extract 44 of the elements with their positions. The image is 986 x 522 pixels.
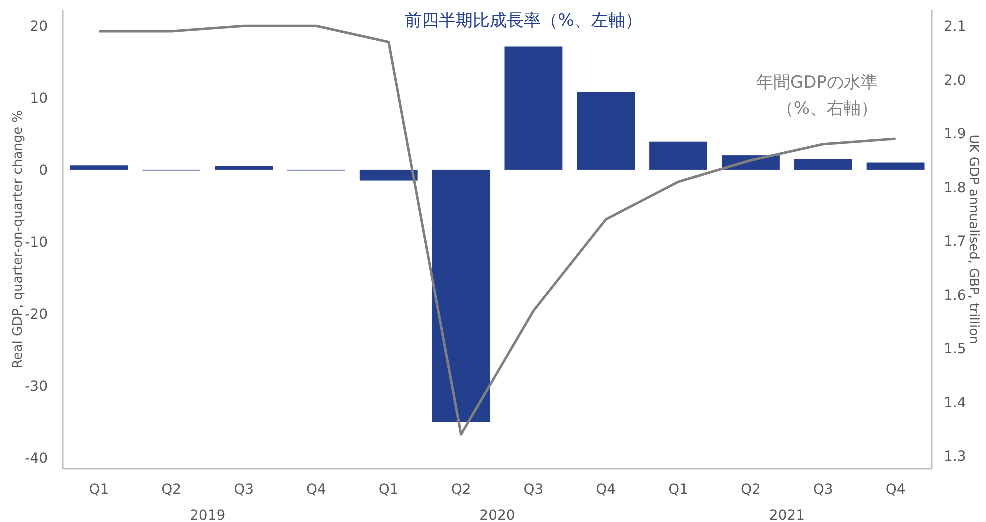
x-tick-label: Q4 [886, 482, 906, 498]
y2-tick-label: 1.7 [944, 234, 966, 250]
x-tick-label: Q2 [451, 482, 472, 498]
y2-tick-label: 2.0 [944, 72, 966, 89]
text: 2019 [190, 508, 226, 522]
y2-tick-label: 1.9 [944, 126, 966, 143]
x-tick-label: Q3 [524, 482, 544, 498]
x-tick-label: Q1 [668, 482, 689, 498]
bar [504, 46, 563, 170]
y2-tick-label: 1.8 [944, 180, 966, 196]
x-tick-label: Q4 [306, 482, 327, 498]
bar [577, 92, 636, 170]
y2-tick-label: 1.4 [944, 395, 966, 412]
y-tick-label: 10 [30, 90, 48, 107]
y2-tick-label: 2.1 [944, 19, 966, 36]
y2-axis-title: UK GDP annualised, GBP, trillion [966, 134, 981, 344]
y2-tick-label: 1.6 [944, 288, 966, 304]
y-tick-label: -20 [25, 307, 48, 324]
series-label: 年間GDPの水準（%、右軸） [755, 72, 878, 121]
x-tick-label: Q2 [740, 482, 761, 498]
x-tick-label: Q3 [813, 482, 834, 498]
x-tick-label: Q1 [378, 482, 399, 498]
x-tick-label: Q4 [596, 482, 616, 498]
y-tick-label: 20 [30, 18, 48, 35]
bar [794, 159, 852, 170]
y-tick-label: 0 [39, 162, 48, 179]
text: 2021 [769, 508, 805, 522]
y2-tick-label: 1.5 [944, 342, 966, 358]
series-label: 前四半期比成長率（%、左軸） [405, 11, 642, 31]
y-tick-label: -30 [25, 379, 48, 396]
bar [432, 170, 490, 422]
bar [70, 166, 128, 170]
x-tick-label: Q3 [234, 482, 254, 498]
bar [360, 170, 418, 181]
y-tick-label: -10 [25, 235, 48, 252]
y-tick-label: -40 [25, 451, 48, 468]
bar [650, 142, 708, 170]
bar [215, 166, 274, 170]
text: 2020 [480, 508, 516, 522]
y2-tick-label: 1.3 [944, 449, 966, 466]
x-tick-label: Q1 [89, 482, 110, 498]
x-tick-label: Q2 [162, 482, 182, 498]
y-axis-title: Real GDP, quarter-on-quarter change % [11, 110, 26, 369]
bar [866, 162, 925, 170]
